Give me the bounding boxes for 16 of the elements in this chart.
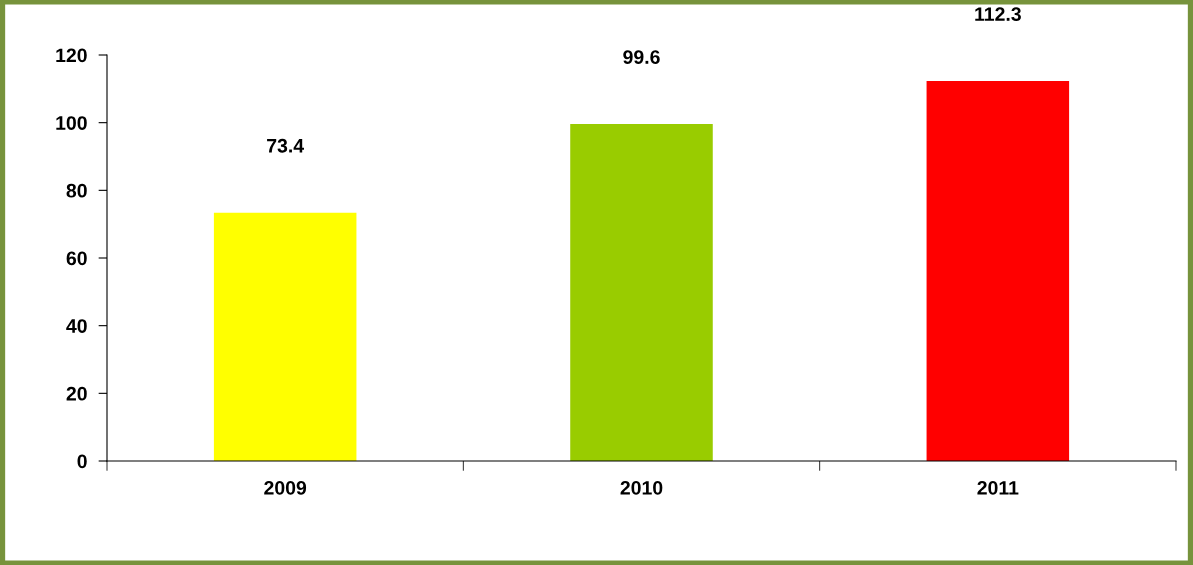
y-tick-label: 80: [66, 183, 87, 198]
y-tick-label: 20: [66, 386, 87, 401]
y-tick-label: 0: [77, 454, 87, 469]
bar: [213, 212, 357, 461]
y-tick-label: 120: [56, 48, 87, 63]
data-label: 112.3: [975, 7, 1021, 22]
y-tick-label: 60: [66, 251, 87, 266]
y-tick-label: 100: [56, 116, 87, 130]
x-tick-label: 2010: [620, 480, 663, 495]
data-label: 73.4: [267, 138, 304, 153]
bar: [570, 124, 713, 461]
y-tick-label: 40: [66, 319, 87, 333]
x-tick-label: 2011: [977, 480, 1019, 495]
data-label: 99.6: [623, 50, 660, 64]
bar: [926, 81, 1070, 461]
x-tick-label: 2009: [264, 480, 307, 495]
